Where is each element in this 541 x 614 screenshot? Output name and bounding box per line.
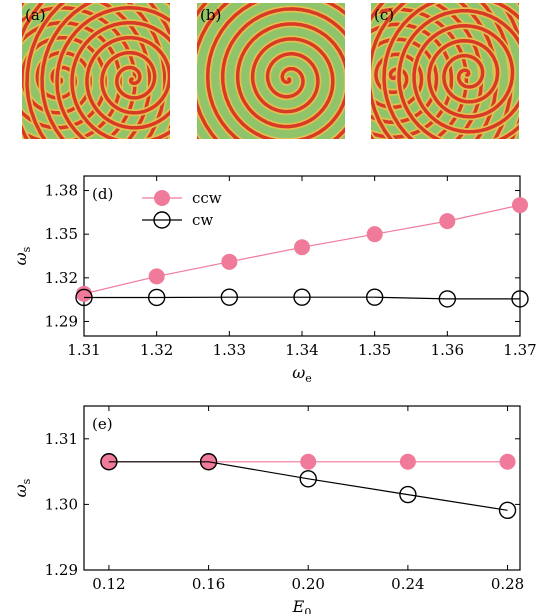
data-point-cw <box>100 453 118 471</box>
x-tick-label: 1.36 <box>431 341 464 359</box>
x-axis-label: E0 <box>292 597 312 614</box>
x-tick-label: 1.35 <box>358 341 391 359</box>
data-point-ccw <box>221 253 238 270</box>
x-axis-label-sub: 0 <box>304 606 311 614</box>
x-axis-label: ωe <box>292 363 312 385</box>
x-tick-label: 1.34 <box>285 341 318 359</box>
spiral-pattern-image-a <box>22 3 170 139</box>
spiral-waves <box>371 3 519 139</box>
x-tick-label: 0.20 <box>292 575 325 593</box>
y-tick-label: 1.29 <box>45 561 78 579</box>
data-point-cw <box>199 453 218 471</box>
x-tick-label: 0.12 <box>92 575 125 593</box>
data-point-cw <box>498 501 517 520</box>
data-point-ccw <box>512 197 528 214</box>
series-line-cw <box>84 296 520 300</box>
y-tick-label: 1.30 <box>45 495 78 513</box>
data-point-ccw <box>499 453 516 470</box>
y-axis-label: ωs <box>11 246 33 265</box>
plot-frame <box>83 175 521 337</box>
pattern-panel-a: (a) <box>22 3 170 139</box>
y-tick-label: 1.29 <box>45 312 78 330</box>
x-tick-label: 1.37 <box>503 341 536 359</box>
data-point-cw <box>75 288 93 307</box>
plot-frame <box>83 405 521 571</box>
series-line-cw <box>108 461 508 511</box>
x-tick-label: 1.32 <box>140 341 173 359</box>
data-point-cw <box>293 288 311 306</box>
x-tick-label: 1.31 <box>67 341 100 359</box>
data-point-cw <box>365 288 384 306</box>
chart-e: 0.12 0.16 0.20 0.24 0.28 1.29 1.30 1.31 (e) E0 ωs <box>11 405 524 614</box>
data-point-cw <box>147 288 166 307</box>
y-axis-label: ωs <box>11 478 33 497</box>
data-point-ccw <box>399 453 416 470</box>
x-tick-label: 0.28 <box>491 575 524 593</box>
legend-label-ccw: ccw <box>192 189 222 207</box>
data-point-ccw <box>300 453 317 470</box>
panel-label-c: (c) <box>374 6 395 24</box>
panel-label: (d) <box>92 185 113 203</box>
panel-label: (e) <box>92 415 113 433</box>
pattern-panel-c: (c) <box>371 3 519 139</box>
x-tick-label: 1.33 <box>213 341 246 359</box>
data-point-cw <box>299 470 317 488</box>
spiral-wave-0 <box>371 3 519 139</box>
data-point-ccw <box>148 268 165 285</box>
spiral-wave-0 <box>197 3 345 139</box>
y-tick-label: 1.32 <box>45 269 78 287</box>
data-point-ccw <box>294 239 310 256</box>
y-tick-label: 1.31 <box>45 430 78 448</box>
legend-marker-cw <box>153 211 171 229</box>
x-axis-label-sub: e <box>305 372 312 385</box>
y-axis-label-sub: s <box>20 478 33 484</box>
spiral-wave-1 <box>371 3 519 139</box>
y-tick-label: 1.38 <box>45 182 78 200</box>
spiral-waves <box>197 3 345 139</box>
chart-d: 1.31 1.32 1.33 1.34 1.35 1.36 1.37 1.29 1.32 1.35… <box>11 175 537 385</box>
y-axis-label-sub: s <box>20 246 33 252</box>
spiral-pattern-image-b <box>197 3 345 139</box>
x-tick-label: 0.24 <box>391 575 424 593</box>
data-point-cw <box>399 485 417 504</box>
y-tick-label: 1.35 <box>45 225 78 243</box>
pattern-panel-b: (b) <box>197 3 345 139</box>
data-point-cw <box>438 290 457 308</box>
panel-label-a: (a) <box>25 6 46 24</box>
data-point-cw <box>220 288 239 306</box>
legend-marker-ccw <box>154 190 170 206</box>
spiral-wave-1 <box>22 3 170 139</box>
spiral-pattern-image-c <box>371 3 519 139</box>
x-tick-label: 0.16 <box>192 575 225 593</box>
legend-label-cw: cw <box>192 211 213 229</box>
data-point-ccw <box>76 285 92 302</box>
spiral-waves <box>22 3 170 139</box>
data-point-cw <box>511 290 529 308</box>
panel-label-b: (b) <box>200 6 222 24</box>
data-point-ccw <box>439 213 456 230</box>
data-point-ccw <box>366 226 383 243</box>
